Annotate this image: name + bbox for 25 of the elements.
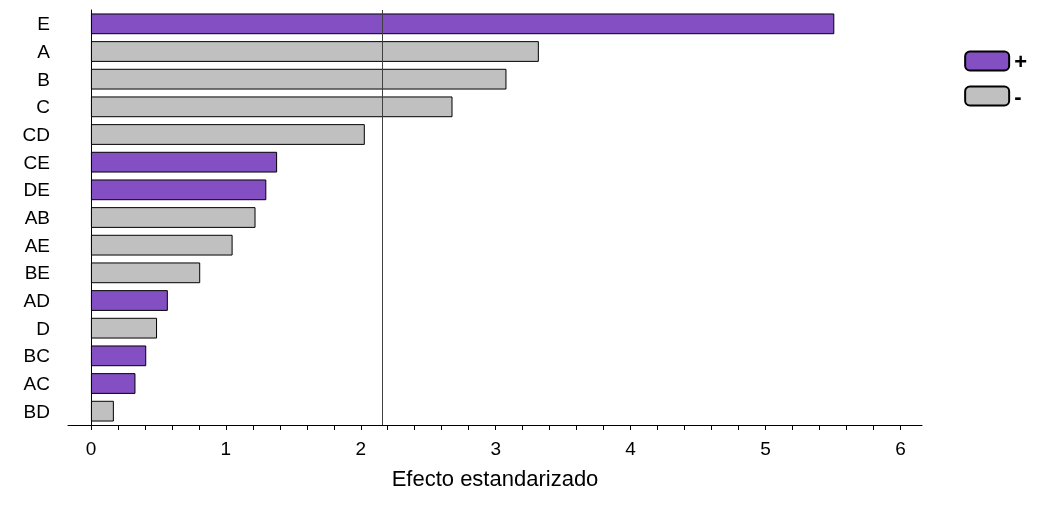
y-tick-label: A — [37, 41, 51, 62]
y-tick-label: D — [36, 317, 50, 339]
y-tick-label: AB — [24, 207, 50, 228]
y-tick-label: AD — [23, 290, 50, 311]
y-tick-label: BD — [23, 400, 50, 422]
y-tick-label: AC — [23, 373, 50, 394]
x-tick-label: 3 — [490, 438, 501, 459]
y-tick-label: BC — [23, 345, 50, 367]
y-tick-label: BE — [24, 262, 50, 284]
x-tick-label: 6 — [895, 438, 906, 459]
y-tick-label: C — [36, 96, 50, 118]
x-axis-title: Efecto estandarizado — [391, 465, 599, 491]
y-tick-label: E — [37, 13, 50, 35]
x-tick-label: 0 — [85, 438, 97, 459]
y-tick-label: DE — [23, 179, 50, 201]
y-tick-label: B — [37, 68, 50, 90]
legend-label: + — [1014, 48, 1028, 74]
x-tick-label: 5 — [760, 438, 771, 459]
x-tick-label: 1 — [220, 438, 232, 459]
x-tick-label: 4 — [625, 438, 637, 459]
y-tick-label: CD — [22, 124, 50, 145]
y-tick-label: AE — [24, 234, 50, 256]
y-tick-label: CE — [23, 151, 50, 173]
legend-label: - — [1014, 83, 1022, 109]
x-tick-label: 2 — [355, 438, 367, 459]
